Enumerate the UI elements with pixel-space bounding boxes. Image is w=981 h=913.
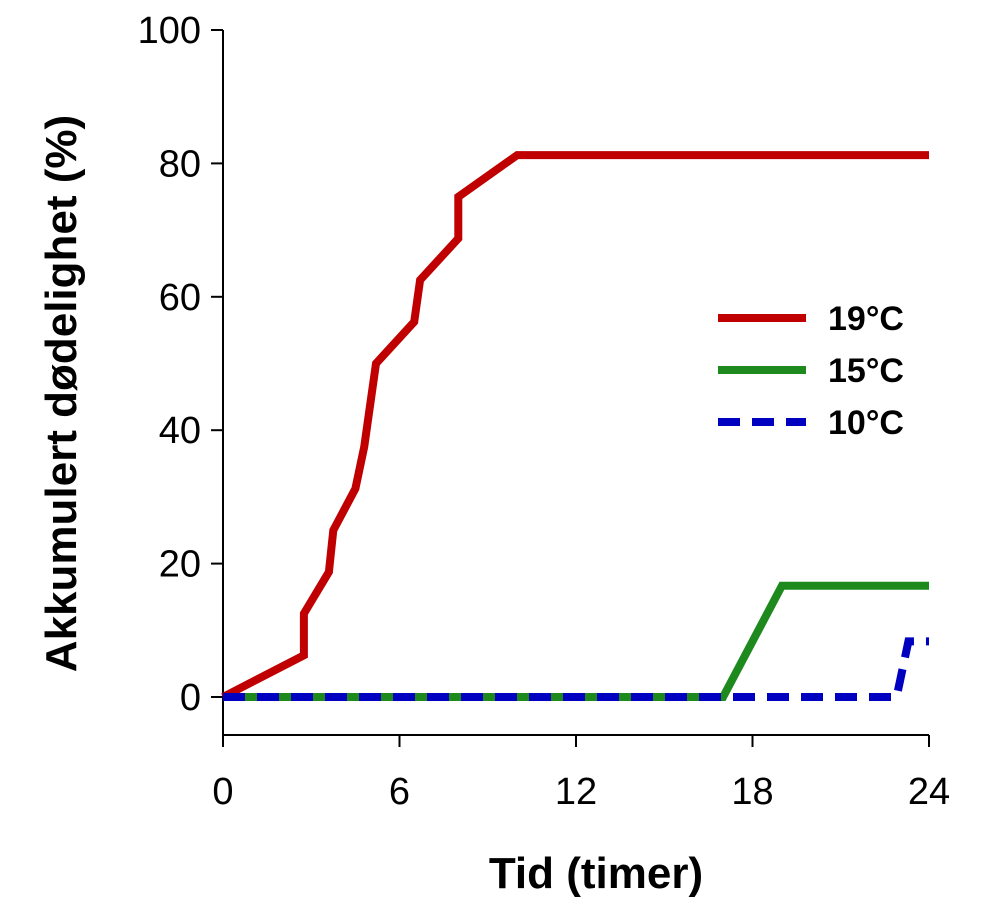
x-tick-label: 18 [731, 771, 773, 813]
x-tick-label: 12 [555, 771, 597, 813]
axes: 0 20 40 60 80 100 0 6 12 18 24 [138, 10, 951, 813]
y-ticks: 0 20 40 60 80 100 [138, 10, 223, 719]
x-tick-label: 0 [212, 771, 233, 813]
y-tick-label: 0 [180, 677, 201, 719]
y-tick-label: 60 [159, 277, 201, 319]
legend: 19°C 15°C 10°C [718, 300, 904, 442]
y-axis-title: Akkumulert dødelighet (%) [37, 115, 86, 672]
x-tick-label: 6 [389, 771, 410, 813]
legend-label-2: 10°C [828, 404, 904, 442]
series-line-1 [223, 581, 929, 701]
y-tick-label: 40 [159, 410, 201, 452]
series-lines [221, 151, 929, 701]
series-line-2 [223, 637, 929, 701]
x-ticks: 0 6 12 18 24 [212, 735, 950, 813]
x-tick-label: 24 [908, 771, 950, 813]
y-tick-label: 80 [159, 143, 201, 185]
legend-label-1: 15°C [828, 352, 904, 390]
legend-label-0: 19°C [828, 300, 904, 338]
y-tick-label: 20 [159, 544, 201, 586]
series-line-0 [221, 151, 929, 701]
x-axis-title: Tid (timer) [489, 849, 703, 898]
y-tick-label: 100 [138, 10, 201, 52]
